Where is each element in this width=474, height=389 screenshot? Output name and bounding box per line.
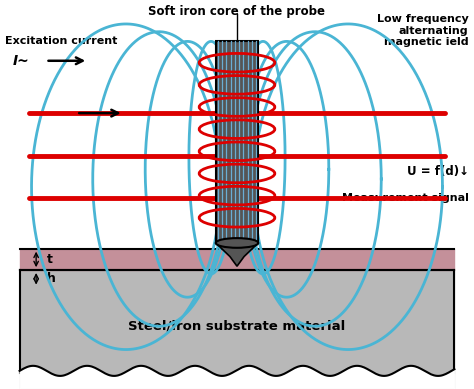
Text: I~: I~ — [12, 54, 29, 68]
Bar — [216, 41, 258, 243]
Text: Soft iron core of the probe: Soft iron core of the probe — [148, 5, 326, 18]
Text: Measurement signal: Measurement signal — [342, 193, 469, 203]
Text: h: h — [47, 272, 56, 285]
Text: Steel/iron substrate material: Steel/iron substrate material — [128, 320, 346, 333]
Polygon shape — [216, 243, 258, 266]
Ellipse shape — [216, 238, 258, 248]
Text: t: t — [47, 253, 53, 266]
Text: U = f(d)↓: U = f(d)↓ — [407, 165, 469, 178]
Text: Low frequency
alternating
magnetic ield: Low frequency alternating magnetic ield — [377, 14, 469, 47]
Text: Excitation current: Excitation current — [5, 37, 118, 46]
